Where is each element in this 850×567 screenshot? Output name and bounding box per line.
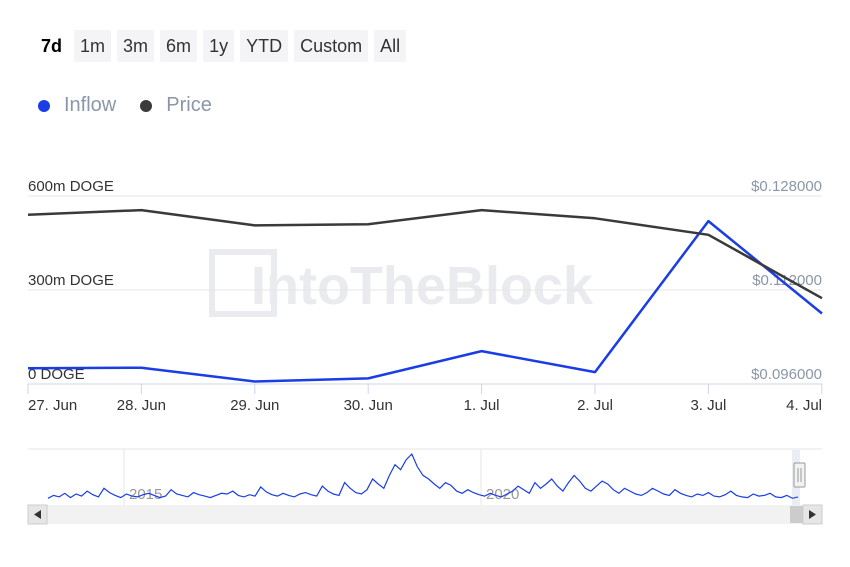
- range-button-1y[interactable]: 1y: [203, 30, 235, 62]
- y-left-tick-label: 300m DOGE: [28, 272, 114, 289]
- range-button-7d[interactable]: 7d: [35, 30, 69, 62]
- range-button-all[interactable]: All: [374, 30, 407, 62]
- y-left-tick-label: 0 DOGE: [28, 366, 85, 383]
- range-button-6m[interactable]: 6m: [160, 30, 198, 62]
- x-tick-label: 28. Jun: [117, 397, 166, 414]
- x-tick-label: 27. Jun: [28, 397, 77, 414]
- range-button-3m[interactable]: 3m: [117, 30, 155, 62]
- legend-marker-inflow: [38, 99, 50, 112]
- y-right-tick-label: $0.096000: [751, 366, 822, 383]
- range-button-ytd[interactable]: YTD: [240, 30, 289, 62]
- legend-marker-price: [140, 99, 153, 112]
- range-button-custom[interactable]: Custom: [294, 30, 369, 62]
- y-right-tick-label: $0.128000: [751, 178, 822, 195]
- navigator-year-label: 2020: [486, 486, 519, 503]
- x-tick-label: 1. Jul: [464, 397, 500, 414]
- series-line-price: [27, 208, 823, 300]
- range-button-1m[interactable]: 1m: [74, 30, 112, 62]
- x-tick-label: 29. Jun: [230, 397, 279, 414]
- scroll-right-icon: [809, 510, 816, 519]
- legend-label-inflow: Inflow: [64, 94, 117, 116]
- legend-label-price: Price: [166, 94, 212, 116]
- x-tick-label: 2. Jul: [577, 397, 613, 414]
- range-selector: 7d 1m 3m 6m 1y YTD Custom All: [35, 30, 407, 62]
- y-left-tick-label: 600m DOGE: [28, 178, 114, 195]
- watermark: IntoTheBlock: [251, 256, 594, 316]
- navigator-series-line: [47, 452, 799, 499]
- legend: Inflow Price: [38, 94, 212, 117]
- watermark-logo-icon: [209, 249, 277, 317]
- legend-item-inflow[interactable]: Inflow: [38, 94, 116, 117]
- y-right-tick-label: $0.112000: [752, 272, 822, 289]
- x-tick-label: 4. Jul: [786, 397, 822, 414]
- x-tick-label: 30. Jun: [344, 397, 393, 414]
- series-line-inflow: [27, 219, 823, 383]
- scrollbar-track: [28, 505, 822, 524]
- scroll-left-icon: [34, 510, 41, 519]
- scrollbar-thumb[interactable]: [790, 506, 803, 523]
- x-tick-label: 3. Jul: [690, 397, 726, 414]
- legend-item-price[interactable]: Price: [140, 94, 212, 117]
- navigator-handle[interactable]: [793, 462, 806, 488]
